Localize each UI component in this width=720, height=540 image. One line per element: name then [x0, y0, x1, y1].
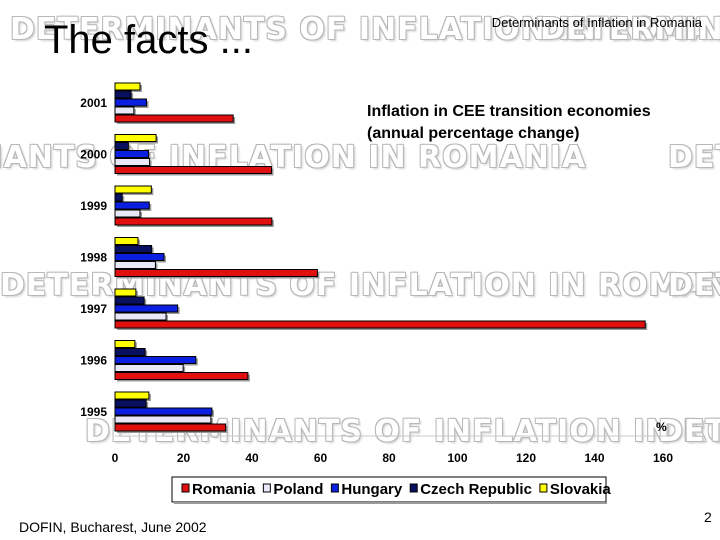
bar-poland-1999 — [114, 209, 141, 218]
bar-poland-1998 — [114, 261, 156, 269]
bar-hungary-1998 — [114, 253, 165, 261]
bar-czech-republic-2001 — [114, 90, 132, 99]
category-labels: 2001 2000 1999 1998 1997 1996 1995 — [80, 96, 107, 419]
x-axis: 0 20 40 60 80 100 120 140 160 — [112, 435, 673, 465]
x-tick-label-100: 100 — [447, 451, 467, 465]
bar-poland-1997 — [114, 312, 167, 321]
slide-title: The facts ... — [44, 18, 253, 62]
legend-box — [171, 476, 607, 503]
category-label-1996: 1996 — [80, 354, 107, 368]
unit-label: % — [656, 420, 667, 434]
x-tick-label-60: 60 — [314, 451, 328, 465]
bar-slovakia-1996 — [114, 340, 136, 348]
legend-label-czech-republic: Czech Republic — [420, 481, 532, 498]
category-label-1998: 1998 — [80, 251, 107, 265]
bar-czech-republic-1998 — [114, 245, 153, 253]
bar-romania-1998 — [114, 269, 318, 277]
bar-slovakia-2000 — [114, 134, 157, 142]
bar-hungary-1999 — [114, 201, 150, 210]
page-number: 2 — [704, 509, 712, 525]
x-tick-label-40: 40 — [245, 451, 259, 465]
bar-romania-1999 — [114, 217, 273, 226]
bar-poland-1995 — [114, 415, 212, 424]
x-tick-label-120: 120 — [516, 451, 536, 465]
category-label-1999: 1999 — [80, 199, 107, 213]
bar-hungary-1997 — [114, 304, 179, 313]
bar-romania-1995 — [114, 423, 227, 432]
legend-label-poland: Poland — [273, 481, 323, 498]
bar-romania-2001 — [114, 114, 234, 123]
legend-label-slovakia: Slovakia — [550, 481, 612, 498]
legend-swatch-czech-republic — [409, 483, 418, 493]
category-label-2000: 2000 — [80, 148, 107, 162]
bar-czech-republic-1996 — [114, 348, 146, 356]
bar-slovakia-1997 — [114, 288, 137, 297]
bar-czech-republic-1997 — [114, 296, 145, 305]
x-tick-label-80: 80 — [382, 451, 396, 465]
legend-label-romania: Romania — [192, 481, 256, 498]
bar-hungary-1995 — [114, 407, 213, 416]
bar-poland-2000 — [114, 158, 151, 166]
bar-czech-republic-1995 — [114, 399, 147, 408]
legend-label-hungary: Hungary — [341, 481, 403, 498]
bar-hungary-2001 — [114, 98, 148, 107]
x-tick-label-140: 140 — [584, 451, 604, 465]
bar-slovakia-1999 — [114, 185, 152, 194]
bar-romania-1996 — [114, 372, 249, 380]
bar-romania-2000 — [114, 166, 273, 174]
bar-slovakia-2001 — [114, 82, 141, 91]
bar-slovakia-1995 — [114, 391, 150, 400]
legend-swatch-hungary — [330, 483, 339, 493]
bar-hungary-1996 — [114, 356, 197, 364]
legend-swatch-slovakia — [539, 483, 548, 493]
bar-poland-2001 — [114, 106, 135, 115]
category-label-1995: 1995 — [80, 405, 107, 419]
category-label-1997: 1997 — [80, 302, 107, 316]
header-topic: Determinants of Inflation in Romania — [491, 15, 702, 30]
x-tick-label-20: 20 — [177, 451, 191, 465]
bar-poland-1996 — [114, 364, 184, 372]
footer-source: DOFIN, Bucharest, June 2002 — [19, 519, 207, 535]
x-tick-label-160: 160 — [653, 451, 673, 465]
x-tick-label-0: 0 — [112, 451, 119, 465]
bar-romania-1997 — [114, 320, 646, 329]
chart-title: Inflation in CEE transition economies (a… — [367, 103, 651, 142]
category-label-2001: 2001 — [80, 96, 107, 110]
legend-swatch-poland — [262, 483, 271, 493]
bar-slovakia-1998 — [114, 237, 139, 245]
bar-layer — [114, 82, 648, 433]
bar-czech-republic-2000 — [114, 142, 129, 150]
legend: Romania Poland Hungary Czech Republic Slovak… — [171, 476, 612, 504]
bar-hungary-2000 — [114, 150, 150, 158]
legend-swatch-romania — [181, 483, 190, 493]
bar-czech-republic-1999 — [114, 193, 123, 202]
